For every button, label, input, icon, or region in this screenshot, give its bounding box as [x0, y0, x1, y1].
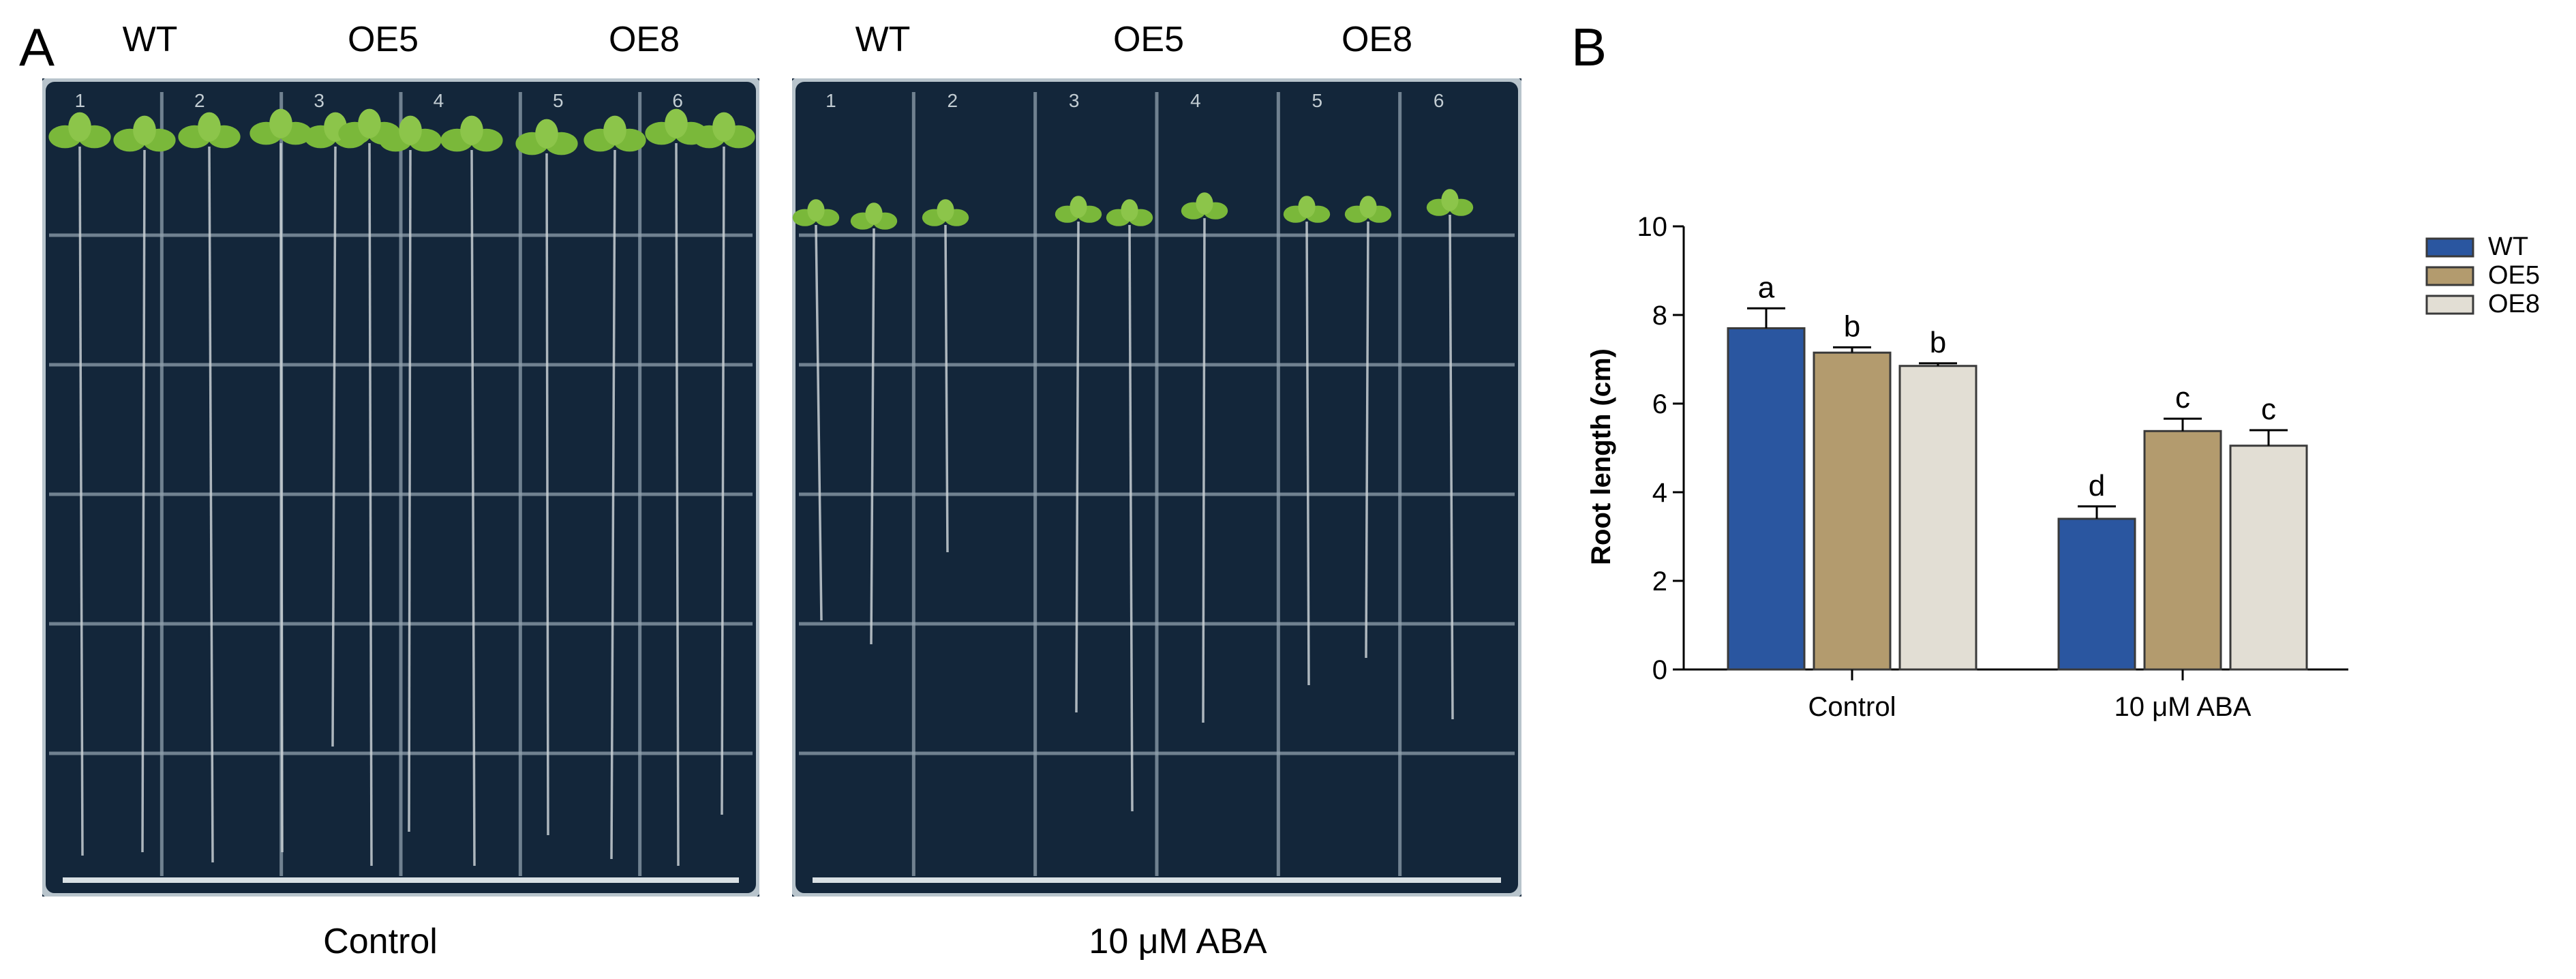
y-tick-label: 10 — [1637, 212, 1668, 242]
seedling-root — [1128, 224, 1134, 812]
plate2-genotype-wt: WT — [855, 20, 911, 59]
y-tick-label: 0 — [1652, 655, 1667, 685]
legend-label-oe5: OE5 — [2488, 261, 2540, 290]
seedling-root — [141, 149, 146, 853]
plate-column-number: 2 — [194, 90, 205, 111]
control-plate-caption: Control — [323, 922, 438, 961]
legend-swatch-oe8 — [2425, 295, 2474, 315]
seedling-shoot — [440, 115, 503, 152]
seedling-shoot — [1181, 192, 1228, 220]
seedling-root — [545, 153, 549, 836]
seedling-shoot — [178, 112, 241, 149]
seedling-root — [1075, 221, 1080, 713]
plate-column-number: 1 — [825, 90, 836, 111]
seedling-shoot — [249, 108, 312, 145]
seedling-root — [368, 142, 373, 867]
y-tick-label: 6 — [1652, 389, 1667, 419]
seedling-root — [470, 149, 476, 867]
seedling-shoot — [379, 115, 442, 152]
significance-letter: b — [1844, 310, 1860, 343]
significance-letter: b — [1930, 326, 1946, 359]
plate-bottom-edge — [63, 877, 739, 883]
bar-wt-control — [1727, 327, 1806, 671]
aba-plate-image: 1 2 3 4 5 6 — [792, 78, 1521, 897]
plate1-genotype-wt: WT — [122, 20, 178, 59]
seedling-root — [721, 146, 725, 815]
seedling-shoot — [922, 199, 969, 226]
control-plate-image: 1 2 3 4 5 6 — [42, 78, 759, 897]
y-axis-label: Root length (cm) — [1586, 348, 1616, 565]
plate-column-number: 4 — [1190, 90, 1201, 111]
plate-column-number: 6 — [1434, 90, 1444, 111]
y-tick-label: 4 — [1652, 478, 1667, 508]
seedling-root — [78, 146, 84, 856]
significance-letter: a — [1758, 271, 1775, 304]
seedling-shoot — [113, 115, 176, 152]
significance-letter: c — [2261, 393, 2276, 426]
plate-column-number: 5 — [1312, 90, 1323, 111]
legend-swatch-oe5 — [2425, 266, 2474, 286]
seedling-root — [1449, 214, 1454, 720]
seedling-root — [1202, 217, 1206, 723]
y-tick-label: 2 — [1652, 567, 1667, 597]
x-category-label: Control — [1808, 692, 1896, 722]
plate1-genotype-oe5: OE5 — [347, 20, 419, 59]
seedling-root — [331, 146, 337, 747]
bar-oe5-aba — [2143, 430, 2222, 671]
seedling-shoot — [693, 112, 755, 149]
seedling-root — [675, 142, 680, 867]
seedling-shoot — [645, 108, 708, 145]
plate-column-number: 5 — [553, 90, 564, 111]
plate-column-number: 3 — [1069, 90, 1080, 111]
seedling-root — [610, 149, 616, 860]
root-length-bar-chart: Root length (cm) 0 2 4 6 8 10 a b b Control d c c 10 … — [1586, 212, 2540, 722]
bar-oe8-control — [1898, 365, 1978, 671]
bar-wt-aba — [2057, 517, 2136, 671]
plate2-genotype-oe8: OE8 — [1341, 20, 1413, 59]
seedling-root — [944, 224, 949, 553]
seedling-shoot — [1426, 189, 1474, 216]
seedling-root — [1365, 221, 1369, 659]
seedling-root — [815, 224, 823, 621]
y-tick-label: 8 — [1652, 301, 1667, 331]
plate-bottom-edge — [813, 877, 1501, 883]
seedling-shoot — [850, 202, 898, 230]
legend-label-oe8: OE8 — [2488, 290, 2540, 318]
plate-column-number: 1 — [75, 90, 86, 111]
seedling-root — [1305, 221, 1310, 686]
plate1-genotype-oe8: OE8 — [608, 20, 680, 59]
seedling-root — [870, 228, 875, 645]
legend-swatch-wt — [2425, 237, 2474, 258]
seedling-root — [279, 142, 284, 853]
seedling-shoot — [792, 199, 840, 226]
bar-oe5-control — [1813, 351, 1892, 671]
seedling-shoot — [1344, 196, 1392, 223]
seedling-shoot — [1106, 199, 1153, 226]
aba-plate-drawing: 1 2 3 4 5 6 — [792, 78, 1521, 897]
plate-column-number: 6 — [672, 90, 683, 111]
seedling-shoot — [48, 112, 111, 149]
seedling-shoot — [1283, 196, 1331, 223]
seedling-shoot — [1055, 196, 1102, 223]
panel-b-label: B — [1571, 17, 1607, 77]
plate2-genotype-oe5: OE5 — [1112, 20, 1185, 59]
significance-letter: d — [2089, 469, 2105, 502]
seedling-shoot — [584, 115, 646, 152]
plate-column-number: 4 — [434, 90, 444, 111]
seedling-root — [208, 146, 214, 863]
panel-a-label: A — [19, 17, 55, 77]
seedling-root — [408, 149, 412, 832]
plate-column-number: 3 — [314, 90, 324, 111]
legend-label-wt: WT — [2488, 232, 2528, 261]
x-category-label: 10 μM ABA — [2115, 692, 2252, 722]
seedling-shoot — [515, 119, 578, 155]
aba-plate-caption: 10 μM ABA — [1089, 922, 1267, 961]
plate-column-number: 2 — [948, 90, 958, 111]
control-plate-drawing: 1 2 3 4 5 6 — [42, 78, 759, 897]
bar-oe8-aba — [2229, 445, 2308, 671]
significance-letter: c — [2175, 381, 2190, 415]
